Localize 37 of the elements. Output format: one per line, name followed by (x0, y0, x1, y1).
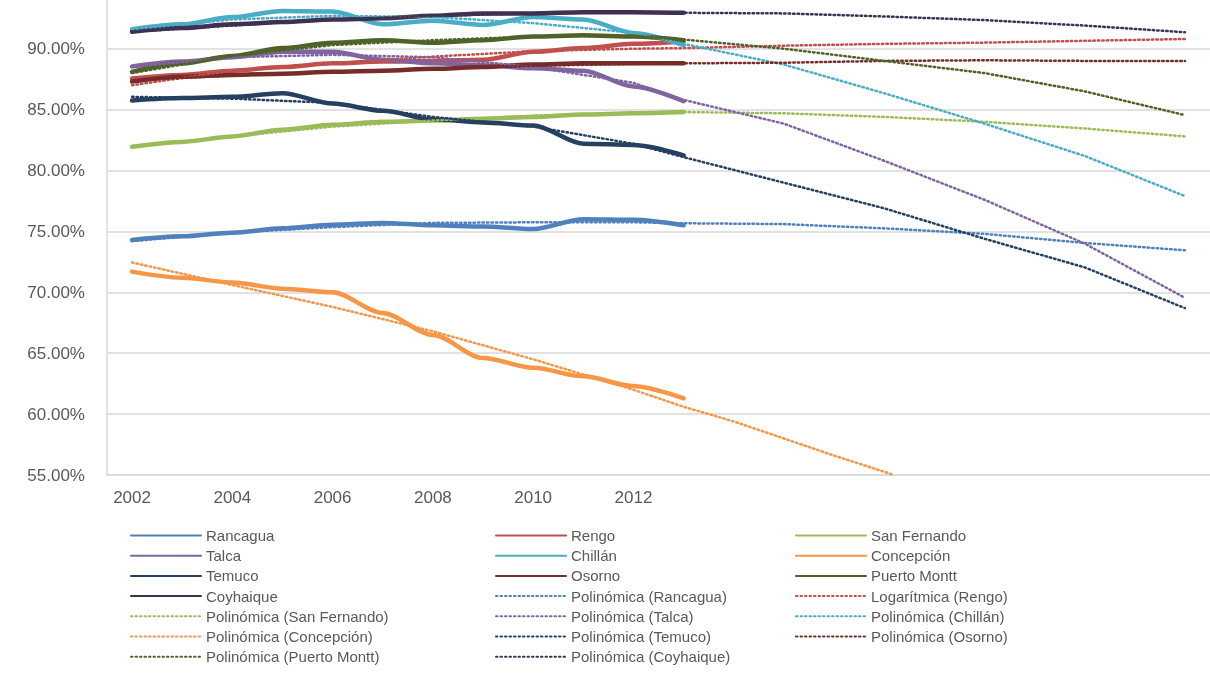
x-tick-label: 2008 (413, 488, 452, 507)
y-tick-label: 55.00% (27, 465, 85, 485)
y-tick-label: 60.00% (27, 404, 85, 424)
legend-label: Polinómica (San Fernando) (206, 607, 389, 625)
legend-label: Polinómica (Temuco) (571, 628, 712, 645)
legend-label: Polinómica (Rancagua) (571, 587, 727, 605)
legend-label: Polinómica (Concepción) (206, 628, 373, 645)
x-tick-label: 2010 (514, 488, 553, 507)
legend-label: Coyhaique (206, 587, 278, 605)
legend-label: Osorno (571, 567, 621, 585)
y-tick-label: 65.00% (27, 343, 85, 363)
legend-label: Rancagua (206, 527, 276, 544)
y-tick-label: 80.00% (27, 161, 85, 181)
legend-label: San Fernando (871, 527, 967, 544)
legend-label: Polinómica (Osorno) (871, 628, 1008, 645)
legend-label: Talca (206, 547, 242, 565)
legend-label: Polinómica (Puerto Montt) (206, 648, 380, 666)
legend-label: Polinómica (Chillán) (871, 607, 1005, 625)
legend-label: Temuco (206, 567, 259, 585)
x-tick-label: 2012 (614, 488, 653, 507)
y-tick-label: 75.00% (27, 221, 85, 241)
x-tick-label: 2004 (213, 488, 252, 507)
x-tick-label: 2002 (113, 488, 151, 507)
legend-label: Logarítmica (Rengo) (871, 587, 1008, 605)
legend-label: Polinómica (Coyhaique) (571, 648, 731, 666)
line-series (130, 95, 1187, 310)
line-series (130, 261, 896, 477)
legend-label: Concepción (871, 547, 951, 565)
x-tick-label: 2006 (313, 488, 352, 507)
legend-label: Puerto Montt (871, 567, 958, 585)
y-tick-label: 70.00% (27, 282, 85, 302)
legend-label: Polinómica (Talca) (571, 607, 694, 625)
legend-label: Rengo (571, 527, 616, 544)
legend-label: Chillán (571, 547, 617, 565)
line-series (130, 37, 1187, 87)
y-tick-label: 85.00% (27, 100, 85, 120)
y-tick-label: 90.00% (27, 39, 85, 59)
